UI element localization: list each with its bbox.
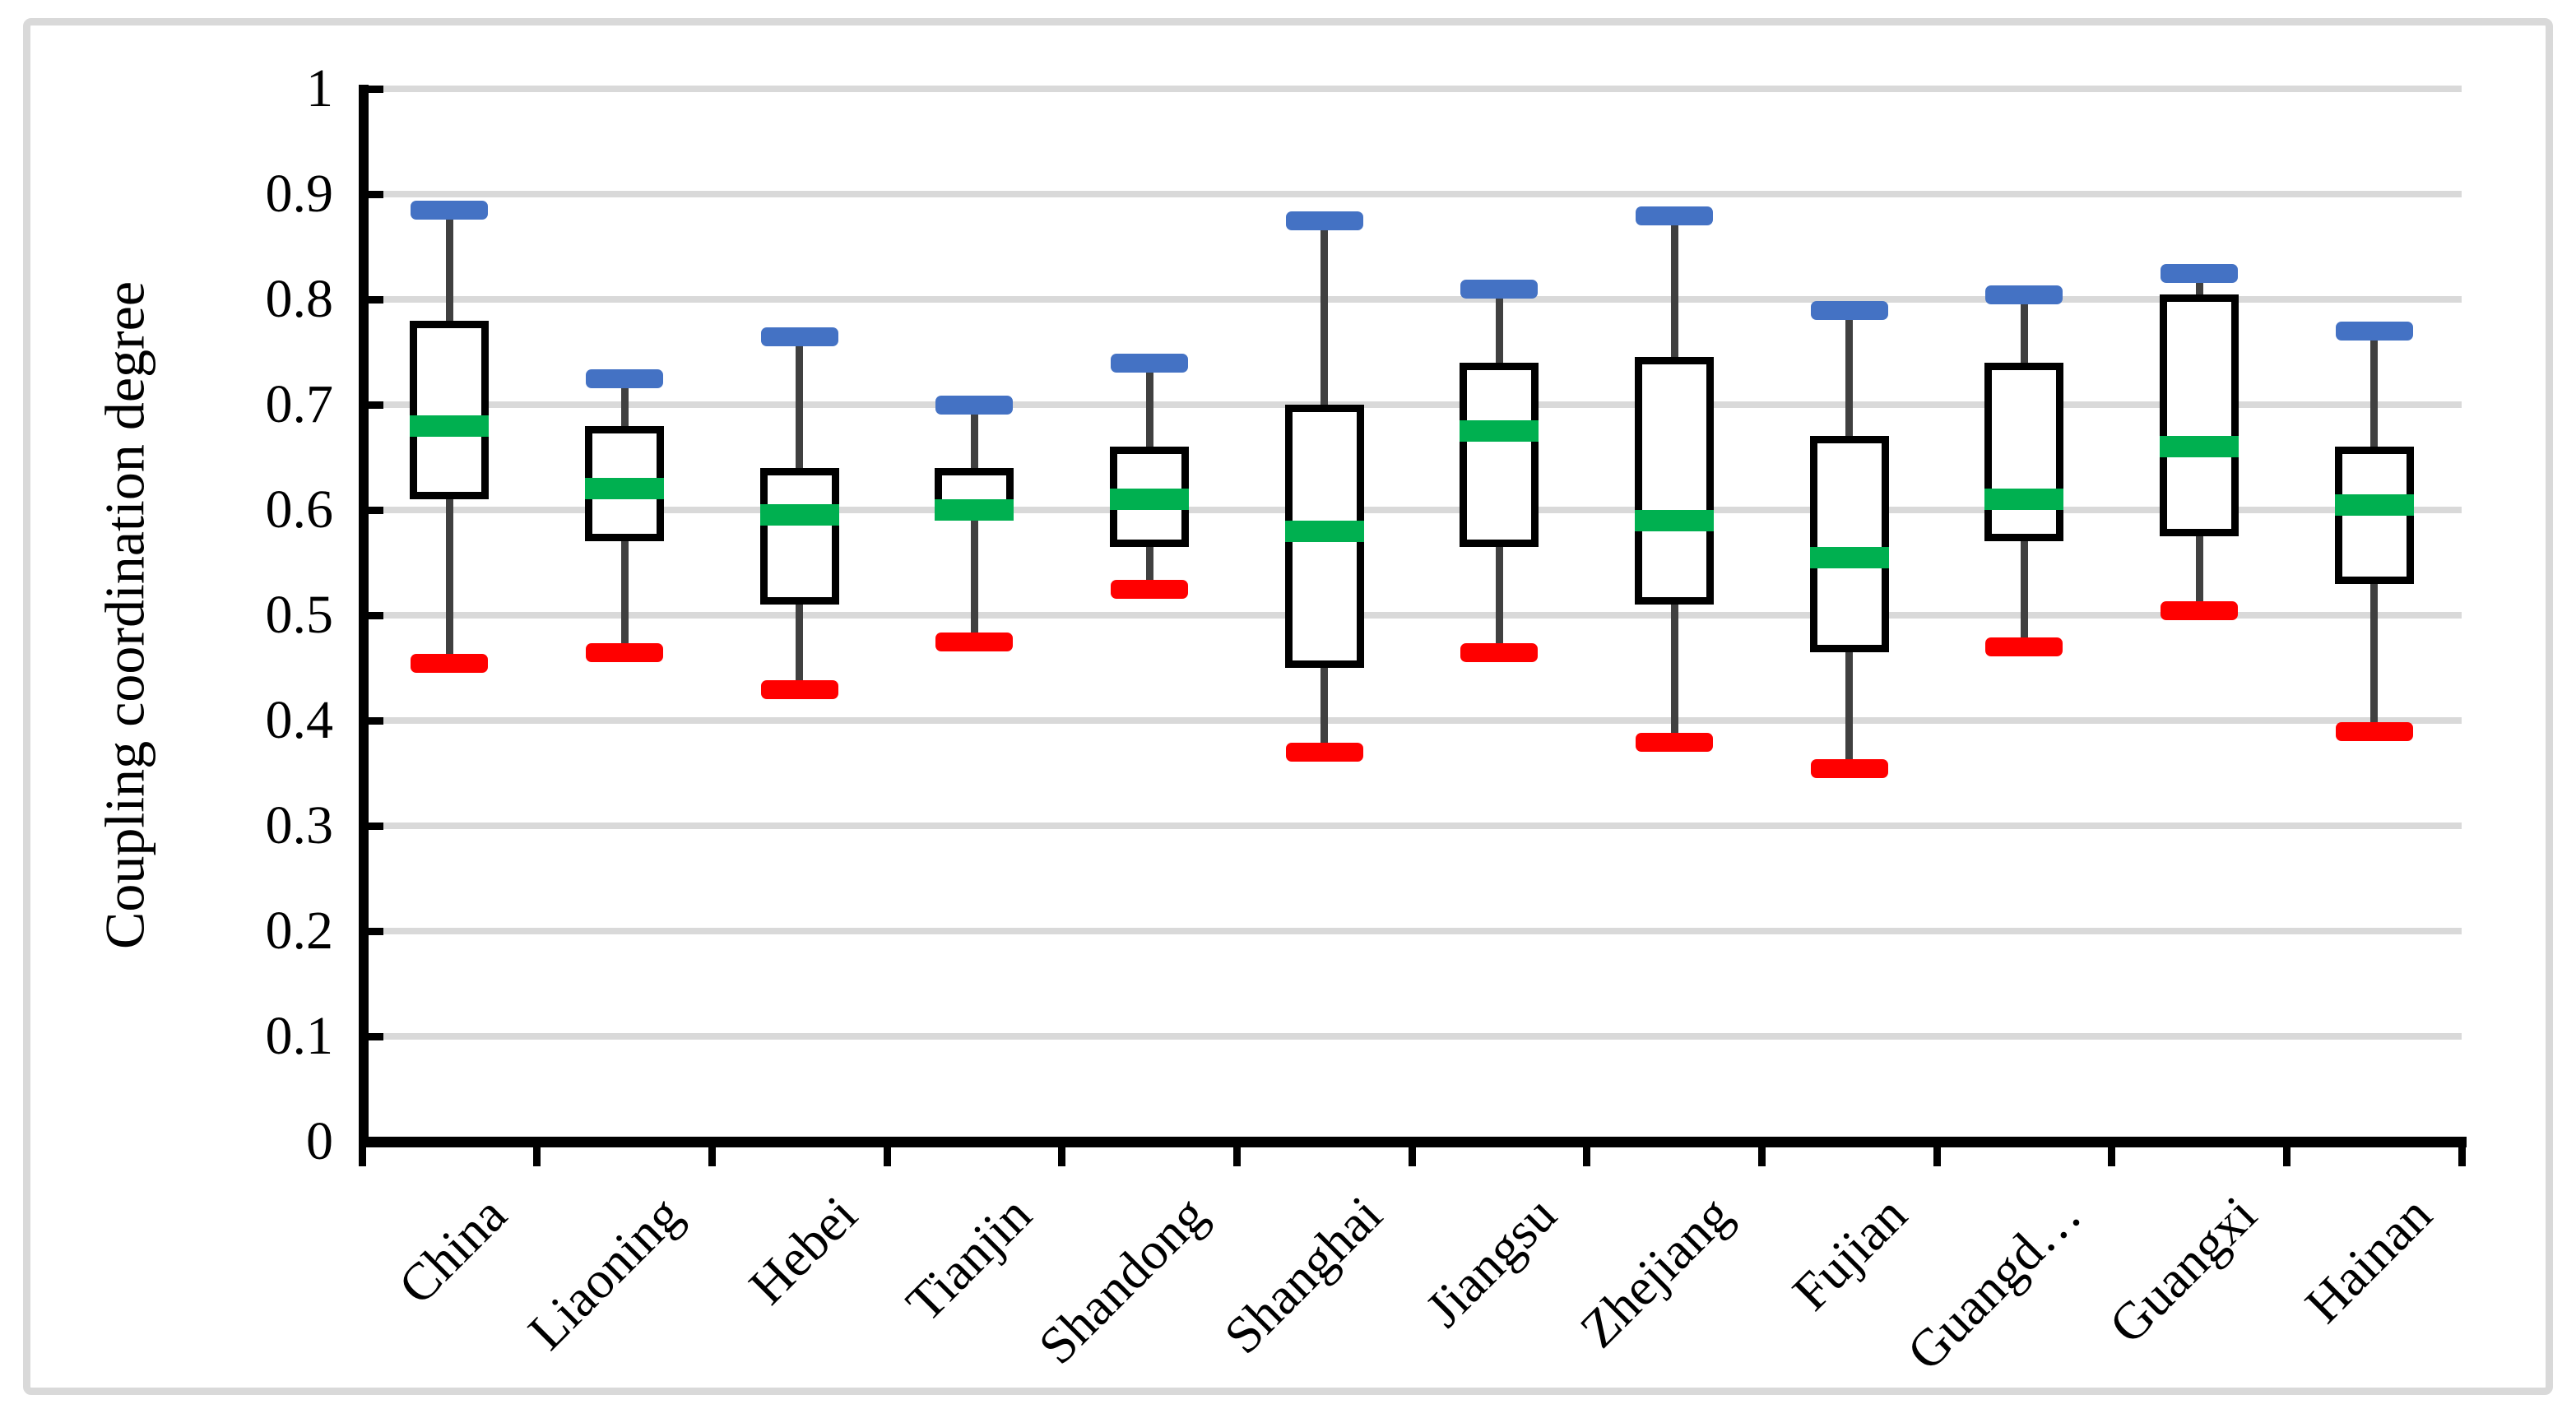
y-tick-mark	[359, 1033, 383, 1040]
median-line	[1110, 489, 1189, 511]
box-iqr	[1460, 362, 1539, 547]
y-axis-tick-label: 0.5	[265, 585, 334, 645]
y-tick-mark	[359, 401, 383, 409]
y-gridline	[368, 612, 2462, 619]
y-axis-tick-label: 1	[306, 58, 333, 118]
median-line	[1635, 509, 1714, 531]
whisker-line	[970, 405, 978, 642]
y-tick-mark	[359, 1138, 383, 1146]
max-whisker-cap	[411, 201, 489, 220]
median-line	[410, 415, 490, 437]
median-line	[585, 478, 664, 500]
x-tick-mark	[2282, 1147, 2291, 1166]
y-gridline	[368, 928, 2462, 934]
max-whisker-cap	[2335, 322, 2413, 341]
x-tick-mark	[883, 1147, 891, 1166]
x-tick-mark	[1408, 1147, 1416, 1166]
box-iqr	[1809, 436, 1889, 652]
y-axis-tick-label: 0.4	[265, 690, 334, 750]
x-axis-line	[359, 1137, 2467, 1147]
max-whisker-cap	[1636, 206, 1713, 225]
y-axis-tick-label: 0	[306, 1111, 333, 1171]
median-line	[2334, 494, 2414, 516]
min-whisker-cap	[1460, 642, 1539, 662]
y-tick-mark	[359, 612, 383, 619]
max-whisker-cap	[760, 327, 838, 346]
max-whisker-cap	[935, 396, 1014, 415]
box-iqr	[759, 467, 839, 605]
x-tick-mark	[708, 1147, 716, 1166]
max-whisker-cap	[2161, 264, 2238, 283]
y-axis-tick-label: 0.6	[265, 480, 334, 540]
min-whisker-cap	[935, 633, 1014, 651]
median-line	[935, 499, 1014, 521]
max-whisker-cap	[1985, 285, 2063, 304]
x-tick-mark	[2458, 1147, 2466, 1166]
y-axis-tick-label: 0.3	[265, 795, 334, 855]
min-whisker-cap	[2161, 600, 2238, 620]
box-iqr	[1984, 362, 2064, 542]
median-line	[1984, 489, 2064, 511]
min-whisker-cap	[1636, 732, 1713, 752]
max-whisker-cap	[1460, 280, 1539, 299]
x-tick-mark	[358, 1147, 366, 1166]
min-whisker-cap	[1111, 580, 1188, 599]
min-whisker-cap	[1985, 637, 2063, 657]
x-tick-mark	[1933, 1147, 1941, 1166]
x-tick-mark	[2108, 1147, 2116, 1166]
y-gridline	[368, 296, 2462, 303]
y-tick-mark	[359, 928, 383, 935]
median-line	[2160, 436, 2239, 458]
y-gridline	[368, 823, 2462, 829]
min-whisker-cap	[760, 679, 838, 699]
box-iqr	[1635, 357, 1714, 605]
min-whisker-cap	[411, 653, 489, 673]
max-whisker-cap	[1111, 353, 1188, 373]
y-gridline	[368, 401, 2462, 408]
median-line	[1809, 546, 1889, 568]
max-whisker-cap	[586, 369, 663, 388]
y-axis-tick-label: 0.1	[265, 1006, 334, 1066]
y-gridline	[368, 1033, 2462, 1040]
x-tick-mark	[1232, 1147, 1241, 1166]
y-gridline	[368, 507, 2462, 513]
y-axis-tick-label: 0.7	[265, 374, 334, 434]
median-line	[759, 504, 839, 526]
y-gridline	[368, 191, 2462, 197]
x-tick-mark	[1757, 1147, 1766, 1166]
min-whisker-cap	[586, 642, 663, 662]
median-line	[1460, 420, 1539, 442]
min-whisker-cap	[1810, 758, 1888, 778]
y-axis-title: Coupling coordination degree	[93, 280, 156, 950]
median-line	[1284, 520, 1364, 542]
y-tick-mark	[359, 823, 383, 830]
x-tick-mark	[1583, 1147, 1591, 1166]
y-axis-tick-label: 0.9	[265, 164, 334, 224]
box-iqr	[2160, 294, 2239, 536]
y-tick-mark	[359, 717, 383, 725]
min-whisker-cap	[2335, 721, 2413, 741]
y-tick-mark	[359, 507, 383, 514]
x-tick-mark	[1058, 1147, 1066, 1166]
y-tick-mark	[359, 86, 383, 93]
figure-frame	[23, 18, 2553, 1395]
max-whisker-cap	[1285, 211, 1363, 230]
y-axis-tick-label: 0.8	[265, 269, 334, 329]
y-axis-tick-label: 0.2	[265, 901, 334, 961]
max-whisker-cap	[1810, 300, 1888, 320]
y-gridline	[368, 86, 2462, 92]
x-tick-mark	[533, 1147, 541, 1166]
y-gridline	[368, 717, 2462, 724]
box-iqr	[410, 320, 490, 500]
y-tick-mark	[359, 191, 383, 198]
min-whisker-cap	[1285, 743, 1363, 762]
y-tick-mark	[359, 296, 383, 304]
